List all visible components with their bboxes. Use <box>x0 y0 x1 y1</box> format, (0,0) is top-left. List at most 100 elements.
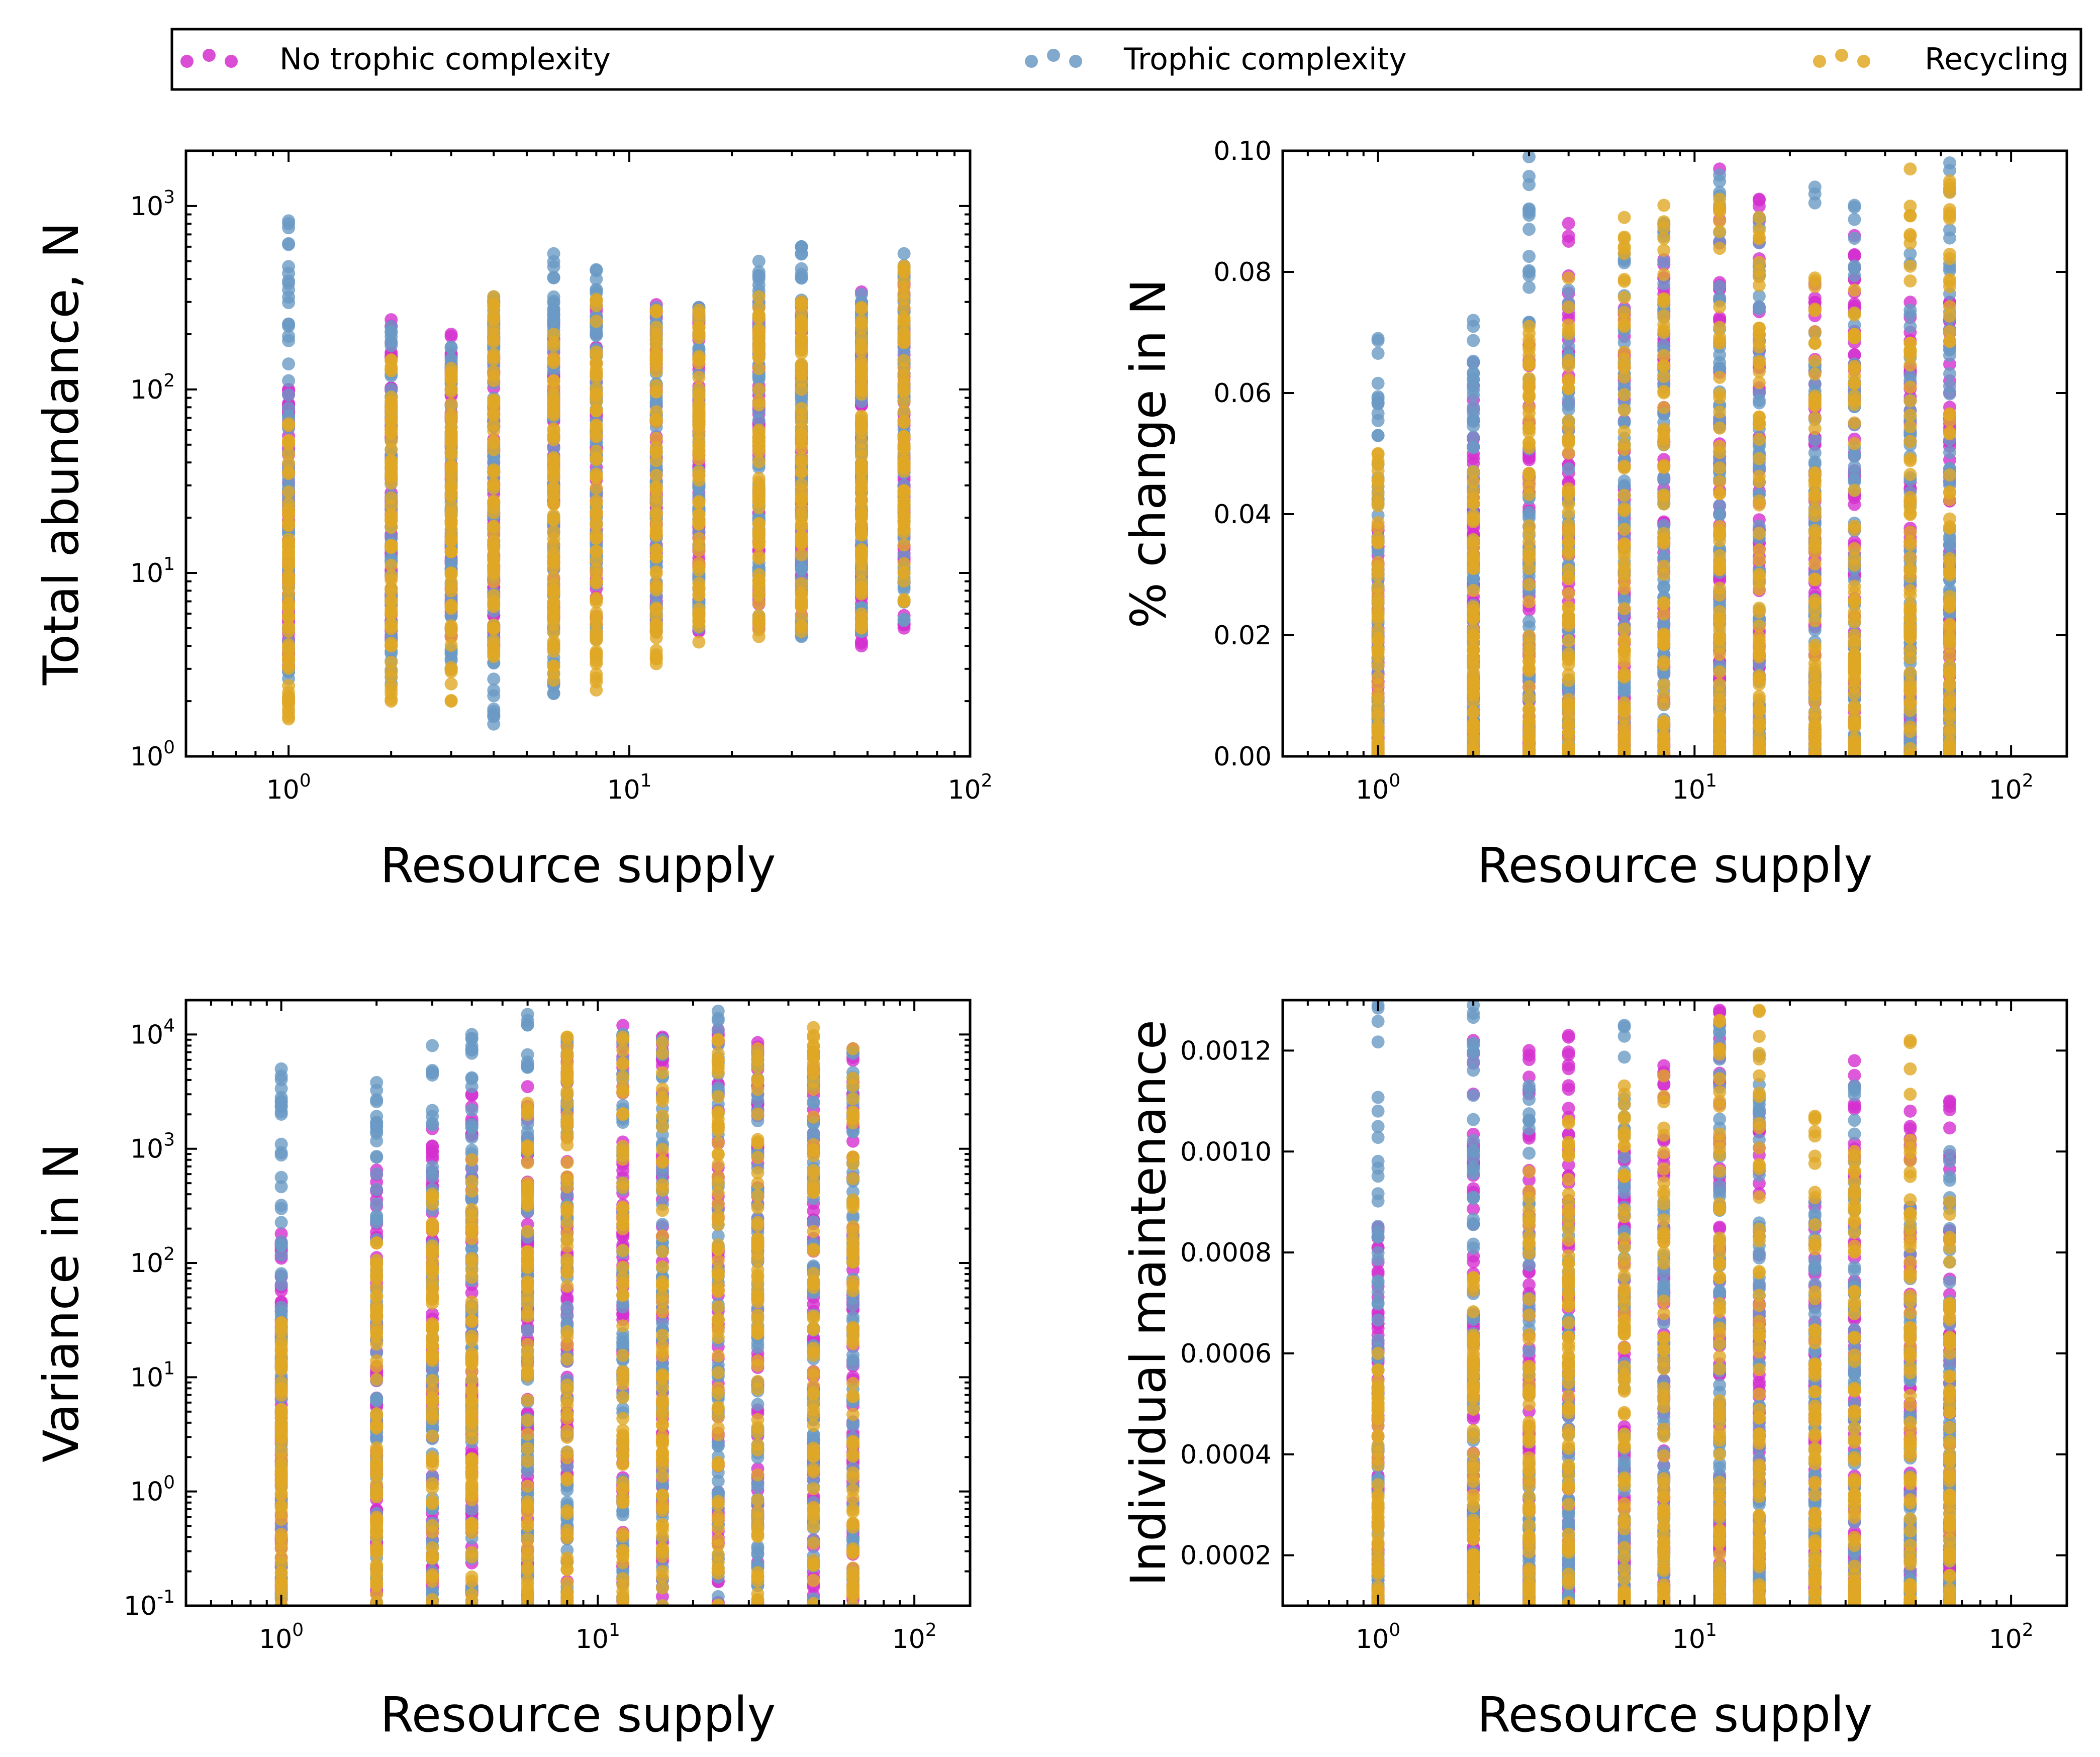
data-point <box>854 412 868 425</box>
data-point <box>1467 706 1480 720</box>
data-point <box>385 540 398 553</box>
data-point <box>854 322 868 335</box>
data-point <box>1903 308 1917 321</box>
data-point <box>854 387 868 401</box>
data-point <box>1467 356 1480 369</box>
data-point <box>590 272 603 286</box>
data-point <box>649 497 663 511</box>
data-point <box>1371 407 1385 420</box>
data-point <box>1371 556 1385 569</box>
data-point <box>444 362 458 375</box>
data-point <box>649 413 663 426</box>
data-point <box>590 315 603 328</box>
data-point <box>1752 394 1766 407</box>
data-point <box>487 347 501 361</box>
scatter-points <box>1371 151 1956 756</box>
data-point <box>1617 404 1631 417</box>
data-point <box>1713 499 1727 512</box>
data-point <box>795 619 808 632</box>
data-point <box>487 618 501 632</box>
data-point <box>1522 526 1536 540</box>
data-point <box>649 631 663 645</box>
data-point <box>897 247 911 260</box>
data-point <box>282 506 296 519</box>
data-point <box>795 262 808 275</box>
data-point <box>444 446 458 459</box>
data-point <box>1808 354 1822 368</box>
data-point <box>444 407 458 421</box>
data-point <box>1657 401 1671 414</box>
data-point <box>385 459 398 472</box>
data-point <box>547 585 560 599</box>
data-point <box>854 621 868 634</box>
data-point <box>1467 314 1480 327</box>
data-point <box>1752 718 1766 732</box>
data-point <box>590 481 603 495</box>
legend-marker <box>225 55 238 68</box>
data-point <box>1562 697 1575 711</box>
legend-marker <box>1813 55 1826 68</box>
data-point <box>1562 563 1575 576</box>
data-point <box>590 671 603 685</box>
data-point <box>1467 643 1480 657</box>
data-point <box>1657 690 1671 703</box>
data-point <box>795 295 808 309</box>
x-axis: 100 101 102 <box>185 151 993 805</box>
x-tick-label: 100 <box>266 770 311 805</box>
data-point <box>1752 433 1766 446</box>
data-point <box>385 584 398 598</box>
data-point <box>854 443 868 457</box>
data-point <box>649 379 663 393</box>
data-point <box>1371 710 1385 723</box>
data-point <box>282 575 296 589</box>
data-point <box>897 259 911 273</box>
data-point <box>590 544 603 558</box>
data-point <box>649 327 663 340</box>
data-point <box>1522 320 1536 333</box>
data-point <box>1562 359 1575 373</box>
data-point <box>444 340 458 354</box>
data-point <box>1713 631 1727 644</box>
data-point <box>795 548 808 561</box>
data-point <box>854 574 868 588</box>
data-point <box>795 598 808 611</box>
data-point <box>752 618 766 631</box>
data-point <box>752 494 766 508</box>
data-point <box>1522 441 1536 454</box>
data-point <box>1808 649 1822 663</box>
data-point <box>1848 261 1861 275</box>
data-point <box>649 565 663 578</box>
data-point <box>1562 340 1575 353</box>
data-point <box>897 486 911 500</box>
data-point <box>1522 349 1536 362</box>
data-point <box>692 635 706 649</box>
data-point <box>1522 715 1536 729</box>
data-point <box>590 657 603 670</box>
data-point <box>1562 527 1575 540</box>
data-point <box>795 382 808 396</box>
data-point <box>547 302 560 316</box>
data-point <box>385 594 398 608</box>
data-point <box>385 637 398 650</box>
data-point <box>1657 349 1671 362</box>
legend-marker <box>1025 55 1038 68</box>
data-point <box>1808 474 1822 488</box>
data-point <box>692 560 706 573</box>
data-point <box>1617 370 1631 384</box>
data-point <box>1522 595 1536 609</box>
data-point <box>1657 607 1671 621</box>
data-point <box>1371 447 1385 460</box>
data-point <box>649 515 663 529</box>
data-point <box>282 609 296 622</box>
data-point <box>1657 715 1671 728</box>
data-point <box>282 330 296 343</box>
data-point <box>1752 418 1766 431</box>
data-point <box>1562 434 1575 447</box>
data-point <box>282 374 296 387</box>
data-point <box>854 527 868 540</box>
data-point <box>590 645 603 658</box>
data-point <box>444 382 458 396</box>
data-point <box>795 428 808 441</box>
data-point <box>1562 462 1575 475</box>
data-point <box>385 608 398 621</box>
